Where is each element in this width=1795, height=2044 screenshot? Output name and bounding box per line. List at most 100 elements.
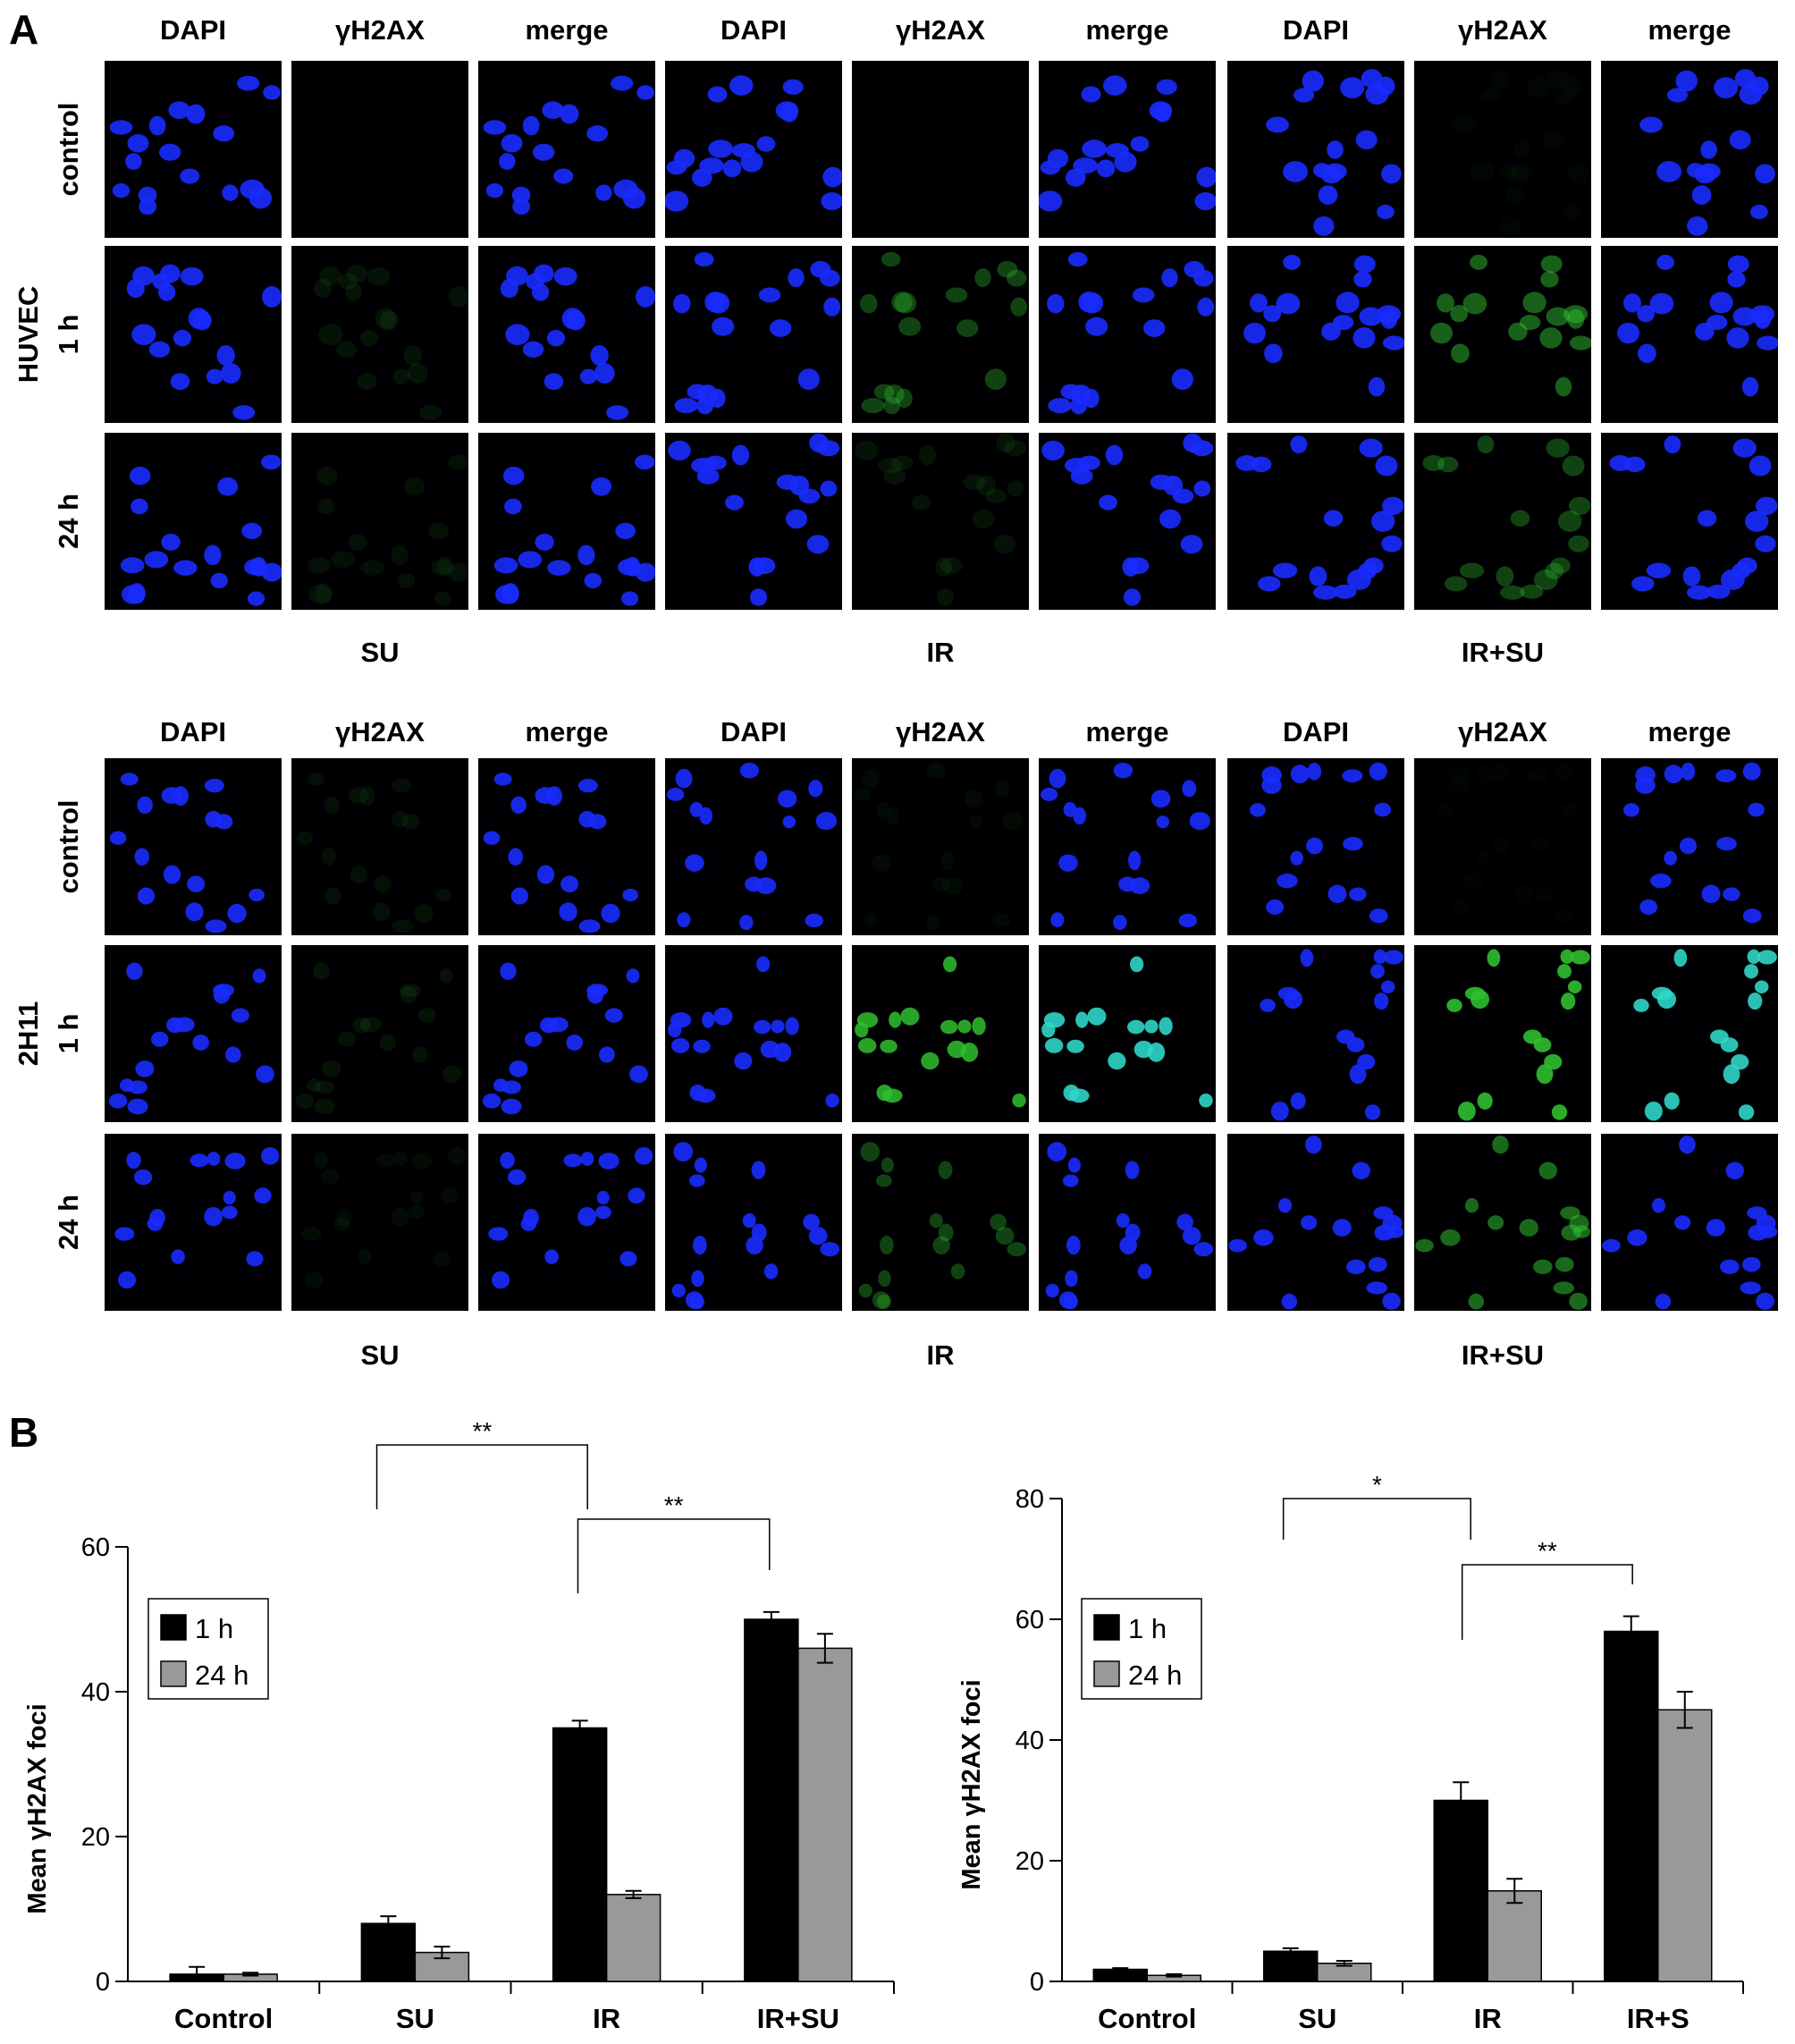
nucleus [1748,992,1763,1010]
micrograph-merge [1601,945,1778,1122]
nucleus [563,1153,583,1168]
nucleus [1755,535,1776,553]
nucleus [671,1283,686,1298]
nucleus [168,101,190,120]
nucleus [900,1007,920,1026]
nucleus [1716,836,1737,851]
nucleus [412,1046,428,1063]
nucleus [1570,950,1590,965]
nucleus [401,814,420,830]
nucleus [185,902,204,922]
column-heading-dapi: DAPI [1282,14,1350,46]
nucleus [1499,585,1525,600]
nucleus [1353,255,1376,274]
nucleus [1533,569,1558,590]
nucleus [1349,1064,1367,1085]
nucleus [559,902,577,922]
nucleus [775,101,799,121]
nucleus [957,1019,972,1034]
nucleus [337,1031,356,1047]
nucleus [225,1046,241,1063]
nucleus [689,801,704,817]
nucleus [604,1008,623,1023]
nucleus [921,1052,940,1070]
nucleus [613,179,638,199]
nucleus [333,1216,350,1231]
nucleus [301,1227,322,1241]
nucleus [912,494,931,511]
nucleus [109,120,133,135]
nucleus [1462,292,1487,315]
nucleus [1639,899,1658,916]
nucleus [1602,1238,1621,1253]
nucleus [1332,1219,1352,1237]
nucleus [1368,1256,1387,1272]
nucleus [626,968,640,984]
bar-24h [1657,1709,1713,1982]
nucleus [1453,117,1476,133]
micrograph-merge [1601,433,1778,610]
nucleus [180,266,204,286]
nucleus [1366,1281,1387,1295]
nucleus [1540,255,1563,274]
legend-swatch [160,1614,187,1641]
nucleus [776,474,799,490]
nucleus [240,179,265,199]
nucleus [359,1017,382,1033]
nucleus [1646,562,1672,579]
nucleus [1087,1007,1107,1026]
nucleus [1635,766,1656,784]
y-tick-label: 40 [81,1678,110,1707]
nucleus [1119,1236,1137,1254]
nucleus [1196,166,1216,188]
nucleus [725,494,744,511]
nucleus [1318,185,1338,205]
nucleus [511,186,531,204]
nucleus [1675,70,1698,92]
nucleus [522,115,540,136]
nucleus [1568,164,1589,183]
nucleus [1266,116,1289,133]
nucleus [667,788,685,801]
nucleus [500,279,518,299]
nucleus [131,498,148,515]
nucleus [746,1236,763,1254]
significance-label: ** [1538,1537,1557,1565]
nucleus [224,1153,246,1170]
nucleus [763,1263,779,1280]
nucleus [1150,790,1171,808]
group-label-su: SU [360,1339,400,1371]
x-category-label: IR [1474,2003,1502,2034]
nucleus [1727,255,1749,274]
nucleus [495,585,519,604]
nucleus [926,762,946,779]
x-category-label: IR+S [1627,2003,1690,2034]
nucleus [1312,163,1331,178]
nucleus [135,1060,155,1077]
bar-1h [360,1922,417,1982]
nucleus [1533,1259,1553,1274]
y-axis-label: Mean γH2AX foci [957,1679,986,1889]
nucleus [1290,850,1303,866]
nucleus [1373,949,1387,964]
nucleus [173,560,198,576]
nucleus [1569,335,1591,351]
nucleus [125,153,142,171]
micrograph-h2ax [852,945,1029,1122]
micrograph-merge [478,246,655,423]
nucleus [254,1187,272,1204]
micrograph-h2ax [1414,433,1591,610]
nucleus [504,498,522,515]
nucleus [1194,191,1216,211]
micrograph-merge [478,61,655,238]
micrograph-dapi [1227,945,1404,1122]
nucleus [315,1080,334,1094]
nucleus [149,1209,165,1227]
row-label-24h: 24 h [53,1194,84,1251]
micrograph-dapi [665,945,842,1122]
nucleus [1749,305,1775,324]
nucleus [579,368,597,384]
nucleus [889,1011,902,1028]
nucleus [322,1060,341,1077]
column-heading-dapi: DAPI [1282,716,1350,747]
